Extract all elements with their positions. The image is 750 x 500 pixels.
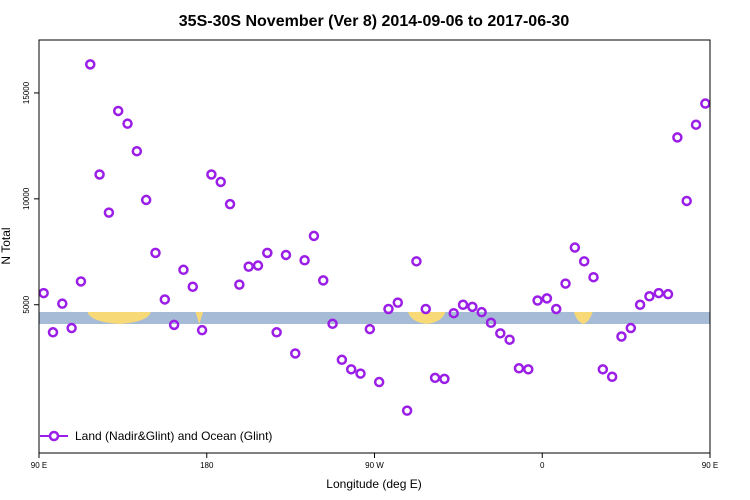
data-point <box>644 291 655 302</box>
plot-frame <box>38 39 711 454</box>
data-point <box>57 298 68 309</box>
legend-label: Land (Nadir&Glint) and Ocean (Glint) <box>75 429 272 443</box>
data-point <box>224 198 236 210</box>
data-point <box>700 98 711 109</box>
data-point <box>206 169 217 180</box>
data-point <box>383 303 394 315</box>
data-point <box>411 256 422 267</box>
data-point <box>373 376 385 388</box>
data-point <box>523 364 534 375</box>
data-point <box>234 279 245 290</box>
land-patch-australia <box>87 312 151 324</box>
data-point <box>532 295 543 306</box>
data-point <box>75 276 87 287</box>
data-point <box>317 275 329 286</box>
data-point <box>560 278 571 289</box>
data-point <box>541 293 553 304</box>
data-point <box>485 317 497 328</box>
data-point <box>616 331 627 342</box>
legend: Land (Nadir&Glint) and Ocean (Glint) <box>40 429 272 443</box>
x-tick-label: 90 W <box>365 461 384 470</box>
data-point <box>94 169 105 180</box>
data-point <box>187 281 199 292</box>
x-tick-label: 0 <box>540 461 545 470</box>
data-point <box>429 372 441 384</box>
data-point <box>504 334 515 345</box>
data-point <box>271 327 282 338</box>
data-point <box>178 264 189 276</box>
data-point <box>308 230 320 242</box>
data-point <box>420 303 432 315</box>
data-point <box>606 371 618 383</box>
data-point <box>159 294 171 305</box>
data-point <box>513 363 525 374</box>
data-point <box>690 119 702 130</box>
legend-marker <box>48 430 60 442</box>
y-tick-label: 10000 <box>22 187 31 210</box>
data-point <box>476 306 487 318</box>
data-point <box>336 354 348 366</box>
data-point <box>569 242 581 253</box>
data-point <box>290 348 301 359</box>
y-axis-label: N Total <box>0 227 13 264</box>
x-tick-label: 90 E <box>702 461 718 470</box>
data-point <box>392 297 404 308</box>
data-point <box>550 303 562 315</box>
data-point <box>355 368 366 379</box>
data-point <box>150 247 161 259</box>
y-tick-label: 15000 <box>22 81 31 104</box>
data-point <box>467 301 478 313</box>
x-tick-label: 180 <box>200 461 214 470</box>
x-axis: 90 E 180 90 W 0 90 E <box>31 453 718 470</box>
land-patch-africa <box>573 312 593 324</box>
y-tick-label: 5000 <box>22 295 31 313</box>
data-point <box>448 307 459 319</box>
data-point <box>401 405 413 416</box>
data-point <box>103 207 115 218</box>
data-point <box>439 373 450 385</box>
data-point <box>66 322 77 334</box>
data-point <box>131 145 143 157</box>
land-patch-south-america <box>408 312 446 324</box>
data-point <box>634 299 646 310</box>
data-point <box>625 322 637 334</box>
data-point <box>299 255 310 266</box>
x-axis-label: Longitude (deg E) <box>326 477 421 491</box>
y-axis: 5000 10000 15000 <box>22 81 39 314</box>
data-point <box>327 318 338 330</box>
data-point <box>672 132 683 143</box>
data-point <box>196 324 208 336</box>
data-points <box>38 59 711 416</box>
land-patch-nz <box>195 312 204 324</box>
data-point <box>85 59 96 70</box>
data-point <box>662 288 674 300</box>
surface-band <box>39 312 710 324</box>
data-point <box>578 256 590 267</box>
data-point <box>588 271 599 283</box>
data-point <box>112 105 124 117</box>
data-point <box>495 328 506 339</box>
data-point <box>280 249 292 261</box>
data-point <box>345 364 357 375</box>
data-point <box>47 327 59 338</box>
data-point <box>457 299 469 310</box>
data-point <box>597 364 609 375</box>
data-point <box>364 323 376 335</box>
chart-title: 35S-30S November (Ver 8) 2014-09-06 to 2… <box>179 13 570 30</box>
data-point <box>653 287 664 299</box>
data-point <box>168 319 180 331</box>
data-point <box>252 260 264 271</box>
data-point <box>262 247 273 259</box>
x-tick-label: 90 E <box>31 461 47 470</box>
data-point <box>38 287 49 299</box>
data-point <box>681 195 692 207</box>
data-point <box>215 176 226 188</box>
data-point <box>243 261 254 272</box>
ocean-band <box>39 312 710 324</box>
data-point <box>140 194 152 206</box>
data-point <box>122 118 133 129</box>
